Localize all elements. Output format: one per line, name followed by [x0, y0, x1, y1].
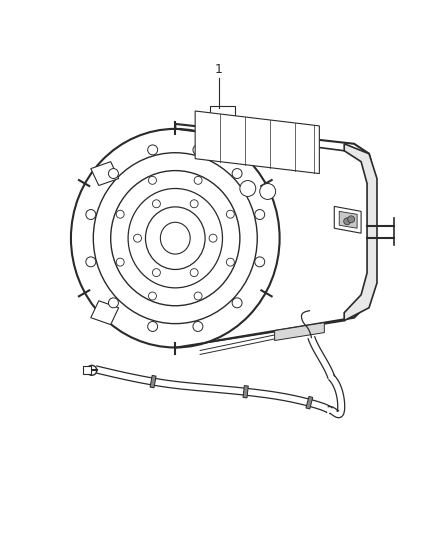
Circle shape [194, 176, 202, 184]
Circle shape [226, 210, 234, 218]
Ellipse shape [93, 153, 257, 324]
Circle shape [344, 218, 351, 225]
Circle shape [193, 145, 203, 155]
Polygon shape [275, 322, 324, 341]
Text: 1: 1 [215, 63, 223, 76]
Ellipse shape [160, 222, 190, 254]
Circle shape [148, 145, 158, 155]
Circle shape [260, 183, 276, 199]
Polygon shape [306, 397, 313, 409]
Circle shape [148, 176, 156, 184]
Circle shape [152, 200, 160, 208]
Circle shape [240, 181, 256, 197]
Polygon shape [243, 385, 248, 398]
Circle shape [232, 168, 242, 179]
Polygon shape [91, 161, 119, 185]
Polygon shape [344, 144, 377, 321]
Circle shape [226, 258, 234, 266]
Polygon shape [339, 212, 357, 228]
Circle shape [232, 298, 242, 308]
Ellipse shape [71, 129, 279, 348]
Circle shape [255, 209, 265, 220]
Ellipse shape [145, 207, 205, 270]
Circle shape [193, 321, 203, 332]
Circle shape [109, 168, 118, 179]
Circle shape [348, 216, 355, 223]
Circle shape [109, 298, 118, 308]
Ellipse shape [128, 189, 223, 288]
Circle shape [190, 200, 198, 208]
Circle shape [86, 209, 96, 220]
Polygon shape [334, 206, 361, 233]
Polygon shape [91, 301, 119, 325]
Circle shape [86, 257, 96, 267]
Circle shape [87, 365, 97, 375]
Circle shape [148, 321, 158, 332]
Polygon shape [195, 111, 319, 174]
Circle shape [209, 234, 217, 242]
Circle shape [116, 210, 124, 218]
Circle shape [134, 234, 141, 242]
Polygon shape [150, 375, 156, 388]
Circle shape [190, 269, 198, 277]
Circle shape [148, 292, 156, 300]
Circle shape [194, 292, 202, 300]
Polygon shape [210, 106, 235, 126]
Circle shape [255, 257, 265, 267]
Polygon shape [83, 366, 91, 374]
Circle shape [152, 269, 160, 277]
Polygon shape [175, 124, 374, 348]
Circle shape [116, 258, 124, 266]
Ellipse shape [111, 171, 240, 306]
